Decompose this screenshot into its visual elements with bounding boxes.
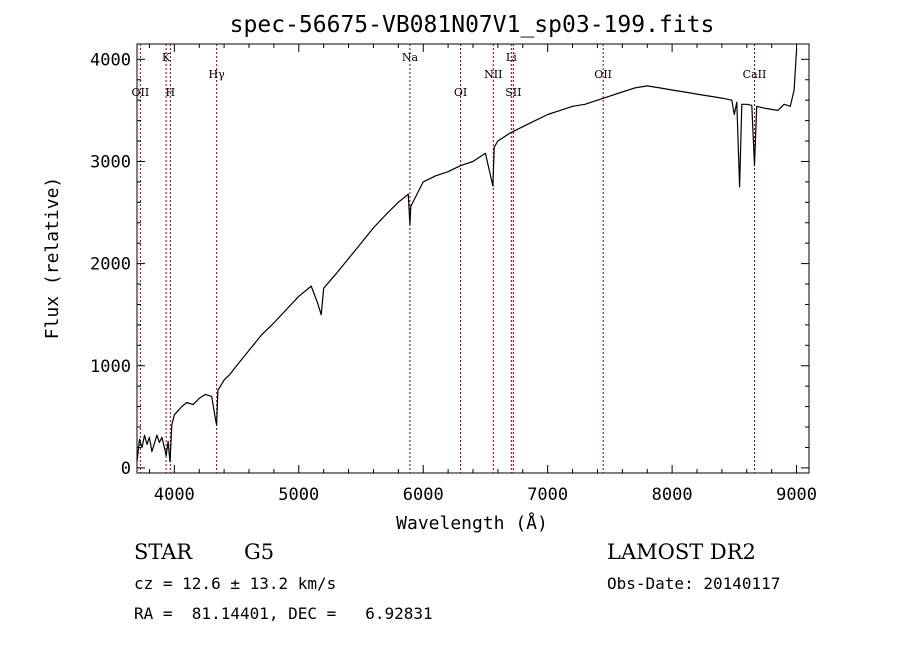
marker-label: CaII [743, 68, 767, 81]
y-axis-label: Flux (relative) [42, 177, 63, 340]
coordinates: RA = 81.14401, DEC = 6.92831 [134, 604, 433, 623]
object-subclass: G5 [244, 540, 275, 564]
x-tick-label: 6000 [403, 485, 444, 505]
redshift-info: cz = 12.6 ± 13.2 km/s [134, 574, 337, 593]
x-tick-label: 5000 [278, 485, 319, 505]
x-tick-label: 7000 [527, 485, 568, 505]
marker-label: K [162, 51, 171, 64]
marker-label: SII [505, 86, 521, 99]
plot-frame [136, 43, 810, 474]
marker-label: Hγ [209, 68, 226, 81]
spectrum-line [136, 49, 798, 463]
chart-title: spec-56675-VB081N07V1_sp03-199.fits [230, 12, 715, 38]
obs-date: Obs-Date: 20140117 [607, 574, 781, 593]
object-class: STAR [134, 540, 193, 564]
spectral-line-markers: OII K H Hγ Na OI NII Li SII OII CaII [132, 44, 767, 473]
x-tick-label: 8000 [652, 485, 693, 505]
marker-label: OII [132, 86, 150, 99]
y-tick-label: 1000 [90, 357, 131, 377]
survey-name: LAMOST DR2 [607, 540, 756, 564]
y-tick-label: 2000 [90, 255, 131, 275]
x-tick-label: 4000 [154, 485, 195, 505]
axes: 4000 5000 6000 7000 8000 9000 0 1000 2000 3000 400… [90, 44, 817, 505]
y-tick-label: 0 [121, 459, 131, 479]
y-tick-label: 3000 [90, 152, 131, 172]
x-axis-label: Wavelength (Å) [396, 512, 548, 534]
x-tick-label: 9000 [776, 485, 817, 505]
marker-label: OI [454, 86, 467, 99]
marker-label: Li [506, 51, 517, 64]
marker-label: Na [402, 51, 419, 64]
marker-label: OII [594, 68, 612, 81]
marker-label: NII [484, 68, 502, 81]
series-layer [136, 49, 798, 463]
y-tick-label: 4000 [90, 50, 131, 70]
marker-label: H [166, 86, 176, 99]
